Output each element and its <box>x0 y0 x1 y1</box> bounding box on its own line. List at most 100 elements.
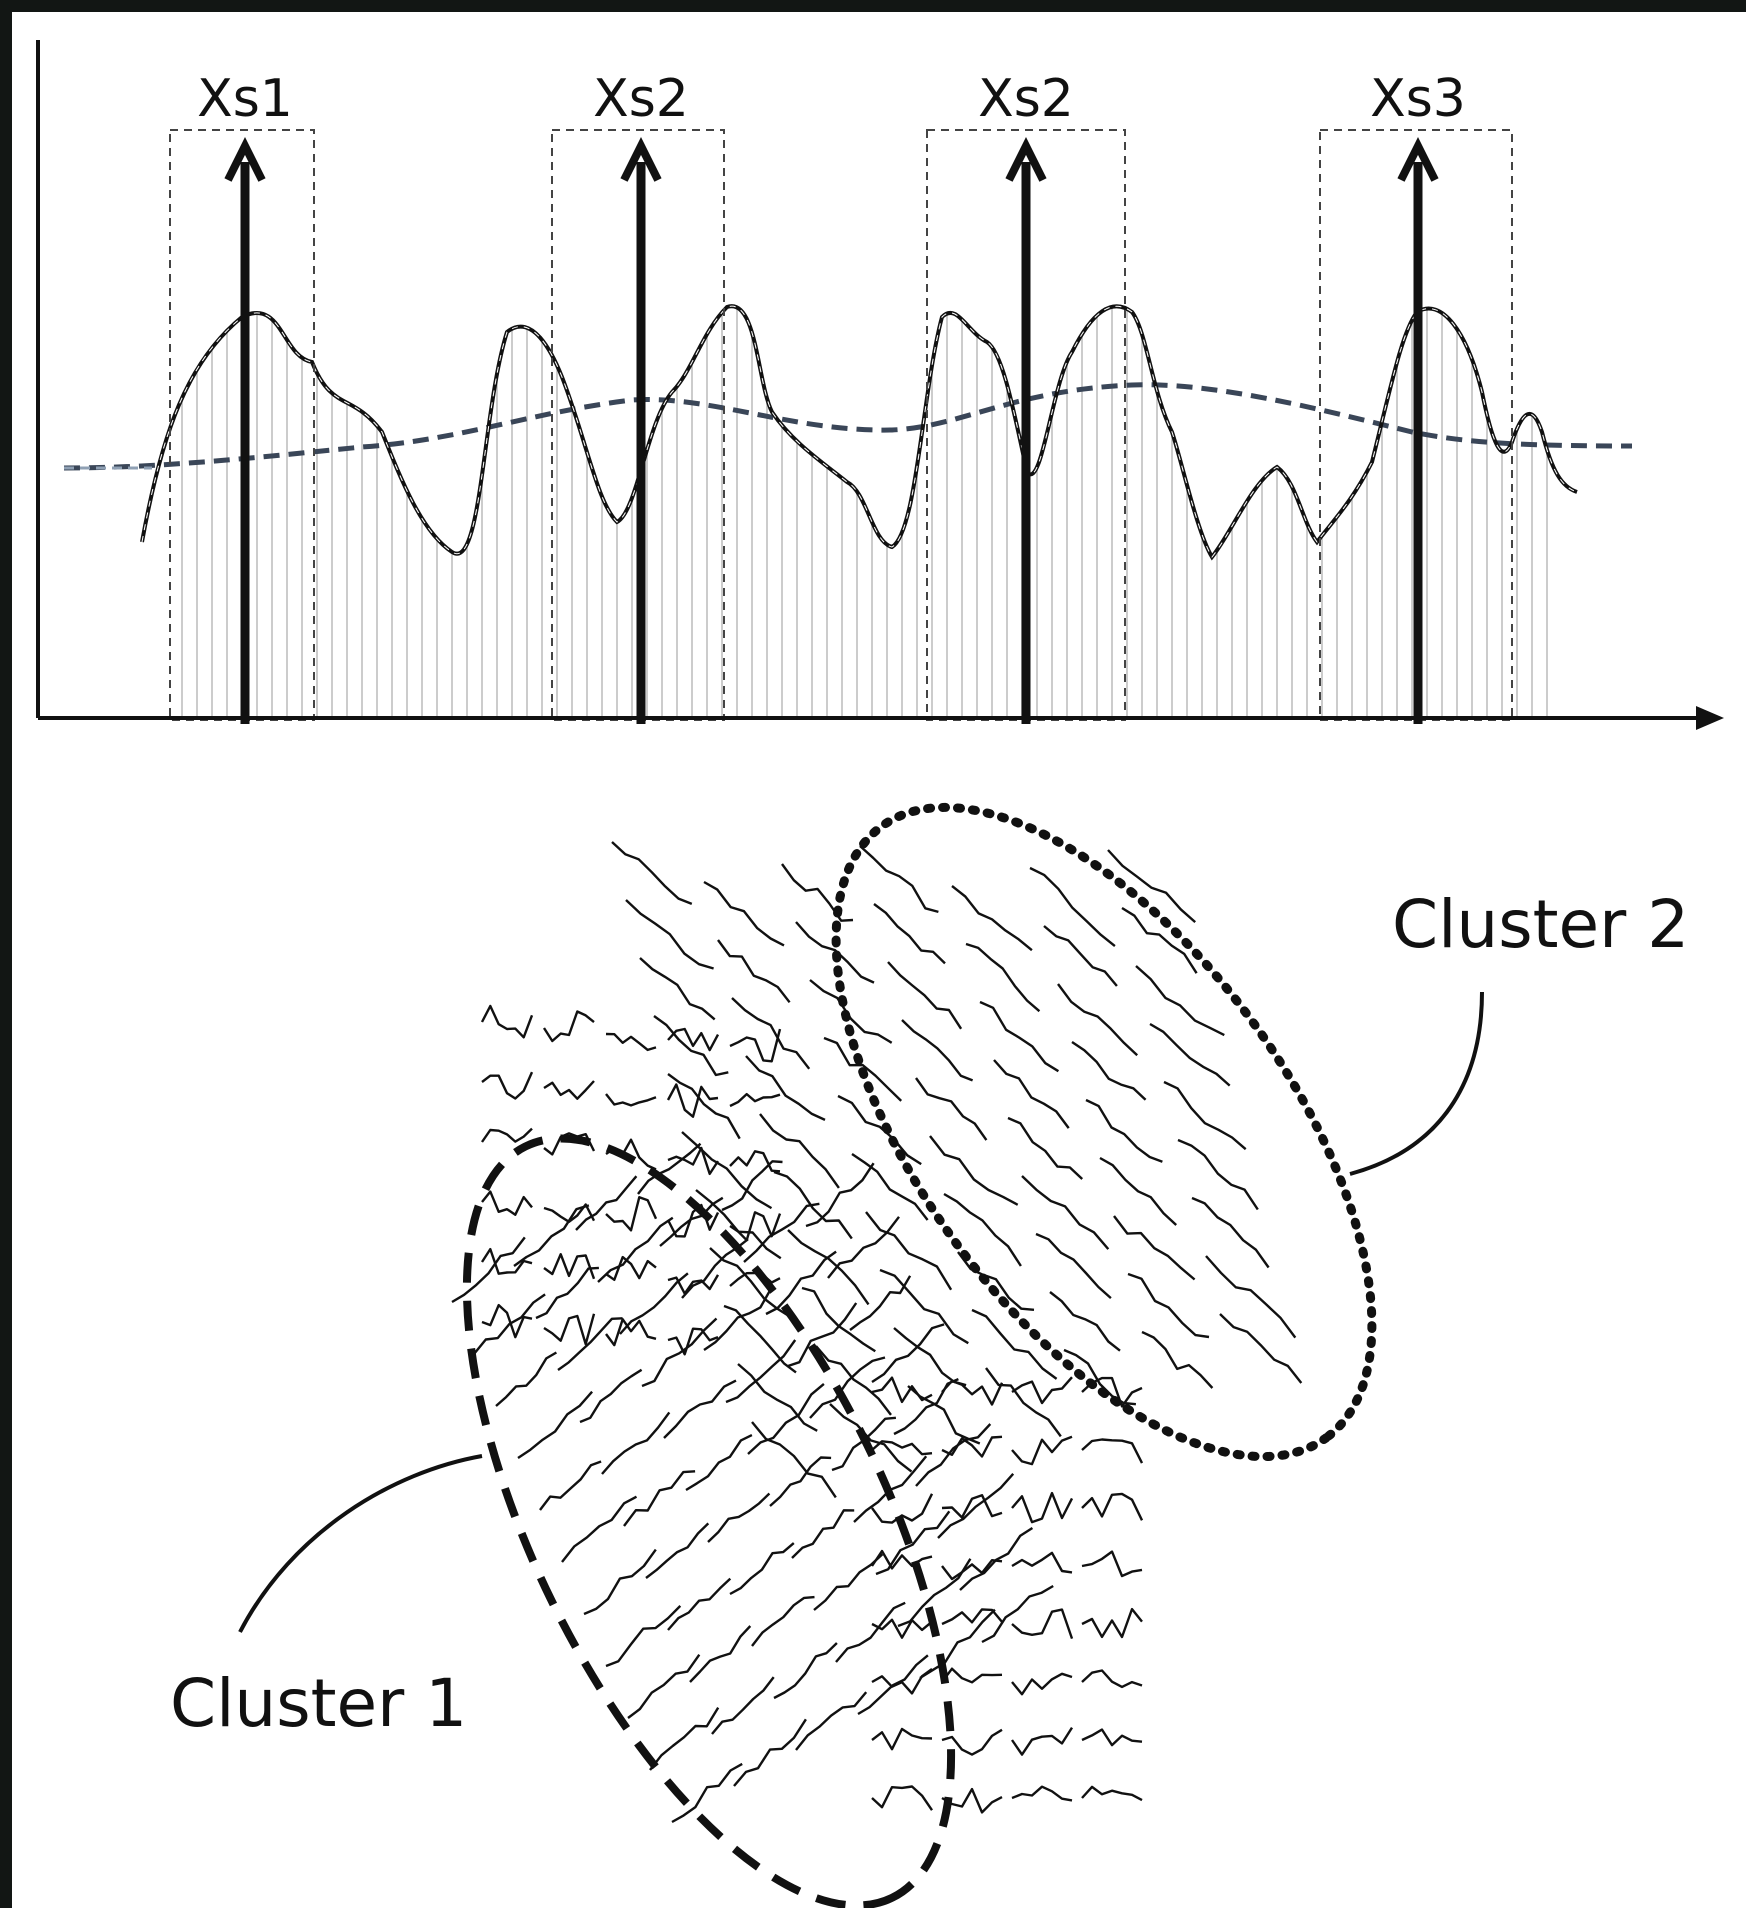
waveform-trace <box>1081 1785 1143 1802</box>
waveform-trace <box>703 880 785 947</box>
waveform-trace <box>623 1470 696 1527</box>
waveform-trace <box>1029 866 1116 948</box>
waveform-trace <box>597 1216 674 1283</box>
waveform-trace <box>1081 1728 1143 1747</box>
cluster-1-leader <box>238 1454 483 1633</box>
waveform-trace <box>871 1785 933 1811</box>
waveform-trace <box>1121 906 1198 974</box>
waveform-trace <box>941 1379 1004 1406</box>
marker-label-xs1: Xs1 <box>197 69 293 129</box>
waveform-trace <box>929 1135 1019 1206</box>
waveform-trace <box>480 1004 534 1039</box>
waveform-trace <box>915 1077 988 1141</box>
waveform-trace <box>805 1162 875 1228</box>
waveform-trace <box>815 1345 892 1416</box>
waveform-trace <box>1081 1607 1143 1639</box>
waveform-trace <box>663 1379 737 1439</box>
waveform-trace <box>667 1274 720 1295</box>
waveform-trace <box>1049 1291 1121 1352</box>
waveform-trace <box>543 1132 596 1156</box>
waveform-trace <box>795 921 875 984</box>
waveform-trace <box>649 1706 720 1771</box>
waveform-trace <box>707 1492 771 1543</box>
waveform-trace <box>711 1676 775 1735</box>
waveform-trace <box>1219 1313 1303 1384</box>
waveform-trace <box>605 1255 657 1281</box>
waveform-trace <box>943 1192 1022 1267</box>
arrow-up-icon <box>224 137 266 182</box>
waveform-trace <box>517 1390 594 1459</box>
waveform-trace <box>637 1142 702 1195</box>
waveform-trace <box>513 1204 590 1267</box>
waveform-trace <box>965 942 1041 1013</box>
waveform-trace <box>1141 1330 1214 1389</box>
waveform-trace <box>681 1131 773 1210</box>
waveform-trace <box>645 1522 710 1579</box>
waveform-trace <box>773 1170 853 1240</box>
cluster-panel: Cluster 1 Cluster 2 <box>170 802 1689 1908</box>
marker-label-xs2-b: Xs2 <box>978 69 1074 129</box>
waveform-trace <box>667 1577 732 1631</box>
marker-xs2-a <box>620 137 662 724</box>
waveform-trace <box>737 1363 818 1432</box>
waveform-trace <box>579 1368 643 1424</box>
waveform-trace <box>993 1059 1070 1129</box>
diagram: Xs1 Xs2 Xs2 Xs3 Cluster 1 Cluster 2 <box>36 40 1724 1908</box>
waveform-trace <box>667 1327 719 1356</box>
waveform-trace <box>611 841 693 906</box>
waveform-trace <box>773 1642 838 1700</box>
waveform-field <box>451 841 1303 1824</box>
waveform-trace <box>919 1608 996 1680</box>
waveform-trace <box>941 1494 1003 1519</box>
cluster-2-leader <box>1349 991 1484 1176</box>
waveform-trace <box>873 903 946 965</box>
waveform-trace <box>937 1473 1015 1539</box>
waveform-trace <box>601 1411 671 1475</box>
cluster-1-boundary <box>462 1134 956 1908</box>
axis-arrow-icon <box>1696 706 1724 730</box>
waveform-trace <box>481 1303 533 1339</box>
waveform-trace <box>1011 1551 1073 1574</box>
marker-xs2-b <box>1005 137 1047 724</box>
waveform-trace <box>879 1268 969 1345</box>
waveform-trace <box>871 1618 933 1639</box>
waveform-trace <box>641 1317 718 1388</box>
waveform-trace <box>639 957 716 1021</box>
waveform-trace <box>1043 925 1118 987</box>
waveform-trace <box>809 979 893 1044</box>
waveform-trace <box>871 1376 933 1404</box>
waveform-trace <box>745 1055 826 1121</box>
marker-xs1 <box>224 137 266 724</box>
waveform-trace <box>1113 1215 1196 1281</box>
waveform-trace <box>1011 1435 1073 1466</box>
waveform-trace <box>1021 1175 1110 1250</box>
waveform-trace <box>721 1160 783 1212</box>
waveform-trace <box>1011 1376 1073 1405</box>
waveform-trace <box>481 1127 533 1143</box>
waveform-trace <box>809 1356 886 1419</box>
waveform-trace <box>583 1548 657 1616</box>
waveform-trace <box>605 1196 658 1232</box>
waveform-trace <box>1085 1098 1163 1163</box>
waveform-trace <box>451 1236 526 1304</box>
arrow-up-icon <box>1397 137 1439 182</box>
waveform-trace <box>851 1153 929 1221</box>
waveform-trace <box>1011 1726 1074 1756</box>
cluster-2-label: Cluster 2 <box>1392 886 1689 963</box>
arrow-up-icon <box>620 137 662 182</box>
waveform-trace <box>1007 1116 1084 1180</box>
waveform-trace <box>1127 1272 1210 1339</box>
marker-label-xs3: Xs3 <box>1370 69 1466 129</box>
waveform-trace <box>859 845 939 914</box>
waveform-trace <box>781 863 854 922</box>
waveform-trace <box>871 1440 933 1456</box>
waveform-trace <box>619 1272 689 1335</box>
waveform-trace <box>837 1094 922 1166</box>
waveform-trace <box>1205 1255 1297 1339</box>
waveform-trace <box>827 1216 900 1279</box>
waveform-trace <box>941 1728 1003 1756</box>
waveform-trace <box>875 1510 951 1576</box>
waveform-trace <box>1063 1348 1137 1406</box>
waveform-trace <box>849 1275 912 1331</box>
waveform-trace <box>941 1667 1003 1684</box>
